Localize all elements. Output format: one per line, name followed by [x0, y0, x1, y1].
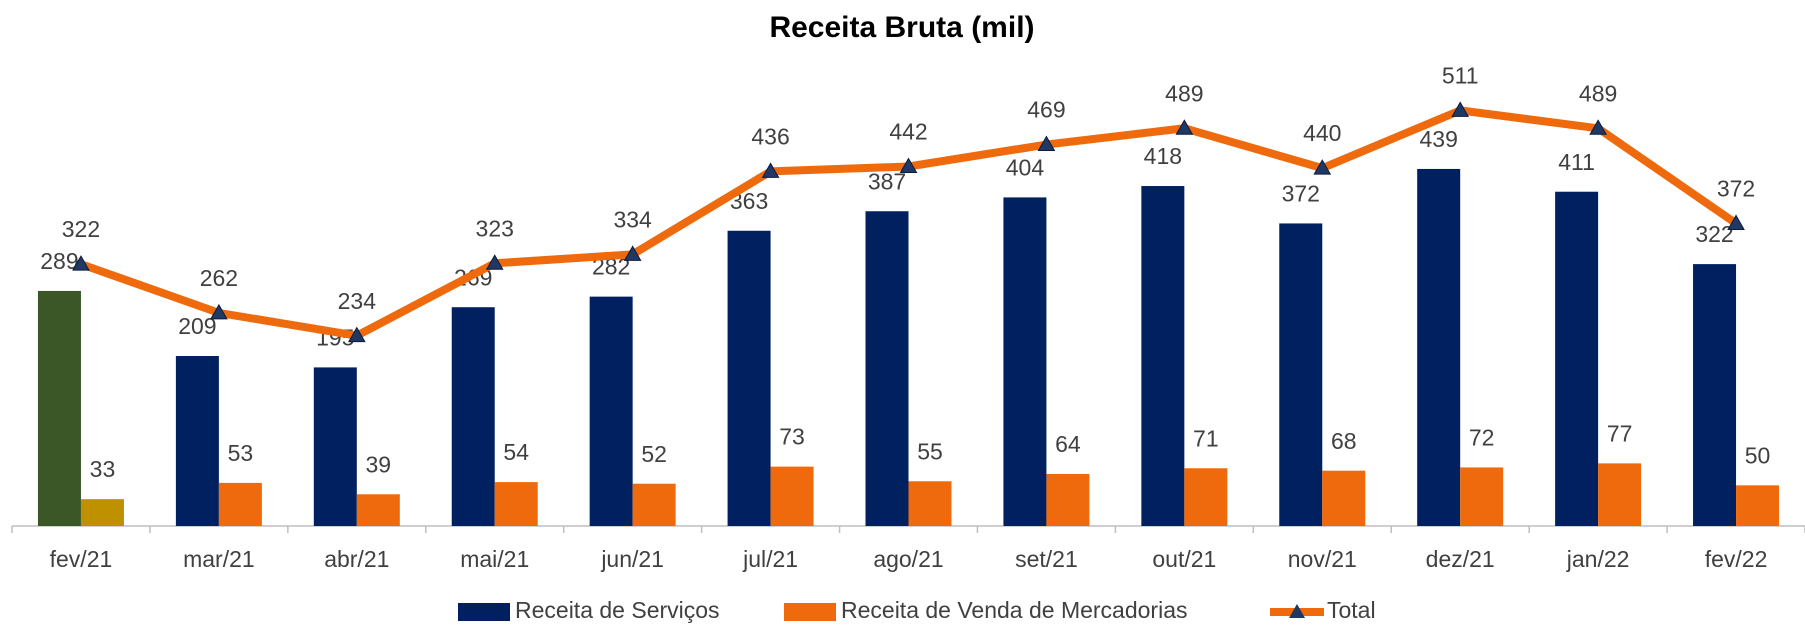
- data-label: 209: [178, 313, 216, 339]
- bar: [1322, 470, 1366, 526]
- bar: [1184, 468, 1228, 526]
- data-label: 387: [868, 168, 906, 194]
- data-label: 436: [751, 123, 789, 149]
- bar: [1046, 473, 1090, 526]
- data-label: 469: [1027, 97, 1065, 123]
- data-label: 418: [1144, 143, 1182, 169]
- data-label: 71: [1193, 425, 1219, 451]
- bar: [313, 367, 357, 526]
- bar: [1555, 191, 1599, 526]
- data-label: 77: [1607, 420, 1633, 446]
- x-tick-label: set/21: [1015, 546, 1078, 572]
- bar: [1693, 264, 1737, 526]
- bar: [1141, 186, 1185, 526]
- data-label: 372: [1282, 181, 1320, 207]
- x-tick-label: fev/22: [1705, 546, 1768, 572]
- line-marker: [347, 326, 366, 343]
- data-label: 68: [1331, 428, 1357, 454]
- x-tick-label: jun/21: [600, 546, 664, 572]
- data-label: 442: [889, 119, 927, 145]
- data-label: 323: [476, 215, 514, 241]
- data-label: 289: [40, 248, 78, 274]
- x-tick-label: nov/21: [1288, 546, 1357, 572]
- legend-label: Receita de Serviços: [515, 597, 720, 623]
- data-label: 372: [1717, 176, 1755, 202]
- line-marker: [210, 303, 228, 320]
- bar: [770, 466, 814, 526]
- bar: [37, 290, 81, 526]
- data-label: 322: [62, 216, 100, 242]
- x-tick-label: abr/21: [324, 546, 389, 572]
- data-label: 322: [1695, 221, 1733, 247]
- line-marker: [1175, 119, 1194, 135]
- bar: [356, 494, 400, 526]
- data-label: 33: [90, 456, 116, 482]
- data-label: 72: [1469, 425, 1495, 451]
- bar: [589, 296, 633, 526]
- line-marker: [1451, 101, 1470, 117]
- data-label: 411: [1558, 149, 1595, 175]
- bar: [908, 481, 952, 526]
- line-marker: [72, 255, 90, 271]
- x-tick-label: ago/21: [873, 546, 943, 572]
- bar: [494, 482, 538, 526]
- data-label: 234: [338, 288, 377, 314]
- bar: [451, 307, 495, 526]
- bar: [1417, 168, 1461, 527]
- x-tick-label: mai/21: [460, 546, 529, 572]
- line-marker: [1727, 214, 1745, 230]
- x-tick-label: fev/21: [50, 546, 113, 572]
- data-label: 489: [1579, 80, 1617, 106]
- bar: [865, 211, 909, 527]
- legend-marker: [1289, 604, 1305, 618]
- line-marker: [1313, 159, 1332, 175]
- data-label: 64: [1055, 431, 1081, 457]
- bar: [80, 499, 124, 526]
- data-label: 54: [503, 439, 529, 465]
- data-label: 334: [613, 206, 652, 232]
- data-label: 262: [200, 265, 238, 291]
- data-label: 439: [1420, 126, 1458, 152]
- bar: [727, 230, 771, 526]
- x-tick-label: out/21: [1152, 546, 1216, 572]
- bar: [1460, 467, 1504, 526]
- x-tick-label: jan/22: [1566, 546, 1630, 572]
- x-tick-label: mar/21: [183, 546, 255, 572]
- line-marker: [1037, 135, 1056, 152]
- legend-swatch: [784, 603, 836, 621]
- data-label: 39: [366, 451, 392, 477]
- data-label: 404: [1006, 154, 1045, 180]
- legend-swatch: [458, 603, 510, 621]
- x-tick-label: jul/21: [742, 546, 798, 572]
- bar: [175, 356, 219, 526]
- data-label: 52: [641, 441, 667, 467]
- data-label: 50: [1745, 442, 1771, 468]
- bar: [1279, 223, 1323, 526]
- line-marker: [485, 254, 504, 270]
- chart-title: Receita Bruta (mil): [769, 11, 1034, 44]
- data-label: 511: [1442, 62, 1479, 88]
- line-marker: [623, 245, 642, 261]
- data-label: 73: [779, 424, 805, 450]
- data-label: 55: [917, 438, 943, 464]
- x-tick-label: dez/21: [1426, 546, 1495, 572]
- data-label: 440: [1303, 120, 1341, 146]
- bar: [1736, 485, 1780, 526]
- data-label: 489: [1165, 80, 1203, 106]
- data-label: 53: [228, 440, 254, 466]
- bar: [1003, 197, 1047, 526]
- bar: [1598, 463, 1642, 526]
- bar: [218, 482, 262, 526]
- legend-label: Receita de Venda de Mercadorias: [841, 597, 1188, 623]
- line-marker: [761, 162, 780, 178]
- legend-label: Total: [1327, 597, 1376, 623]
- line-marker: [1589, 119, 1607, 135]
- bar: [632, 483, 676, 526]
- line-marker: [899, 157, 918, 174]
